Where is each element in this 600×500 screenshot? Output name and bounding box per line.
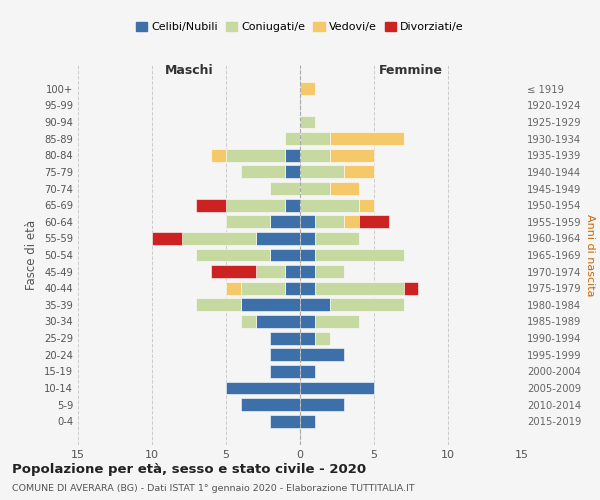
Bar bbox=[315, 265, 344, 278]
Bar bbox=[300, 382, 374, 394]
Bar bbox=[196, 198, 226, 211]
Bar bbox=[300, 332, 315, 344]
Bar bbox=[300, 298, 329, 312]
Bar bbox=[300, 265, 315, 278]
Bar bbox=[300, 248, 315, 262]
Bar bbox=[329, 298, 404, 312]
Bar bbox=[241, 166, 285, 178]
Y-axis label: Fasce di età: Fasce di età bbox=[25, 220, 38, 290]
Text: Popolazione per età, sesso e stato civile - 2020: Popolazione per età, sesso e stato civil… bbox=[12, 462, 366, 475]
Bar bbox=[315, 332, 329, 344]
Bar bbox=[329, 132, 404, 145]
Bar bbox=[271, 415, 300, 428]
Bar bbox=[300, 398, 344, 411]
Bar bbox=[256, 232, 300, 245]
Bar bbox=[182, 232, 256, 245]
Legend: Celibi/Nubili, Coniugati/e, Vedovi/e, Divorziati/e: Celibi/Nubili, Coniugati/e, Vedovi/e, Di… bbox=[132, 18, 468, 36]
Bar bbox=[300, 216, 315, 228]
Bar bbox=[226, 216, 271, 228]
Bar bbox=[300, 132, 329, 145]
Bar bbox=[300, 149, 329, 162]
Bar bbox=[300, 182, 329, 195]
Bar bbox=[271, 365, 300, 378]
Bar bbox=[211, 265, 256, 278]
Bar bbox=[359, 216, 389, 228]
Bar bbox=[329, 182, 359, 195]
Bar bbox=[300, 365, 315, 378]
Bar bbox=[300, 166, 344, 178]
Bar bbox=[315, 232, 359, 245]
Text: COMUNE DI AVERARA (BG) - Dati ISTAT 1° gennaio 2020 - Elaborazione TUTTITALIA.IT: COMUNE DI AVERARA (BG) - Dati ISTAT 1° g… bbox=[12, 484, 415, 493]
Y-axis label: Anni di nascita: Anni di nascita bbox=[586, 214, 595, 296]
Bar bbox=[271, 248, 300, 262]
Bar bbox=[285, 282, 300, 294]
Bar bbox=[300, 282, 315, 294]
Bar bbox=[344, 166, 374, 178]
Bar bbox=[344, 216, 359, 228]
Bar bbox=[315, 248, 404, 262]
Bar bbox=[300, 315, 315, 328]
Bar bbox=[271, 182, 300, 195]
Bar bbox=[226, 198, 285, 211]
Bar bbox=[241, 298, 300, 312]
Bar bbox=[315, 315, 359, 328]
Bar bbox=[285, 149, 300, 162]
Bar bbox=[196, 298, 241, 312]
Bar bbox=[315, 216, 344, 228]
Bar bbox=[300, 348, 344, 361]
Bar bbox=[359, 198, 374, 211]
Bar bbox=[300, 415, 315, 428]
Bar bbox=[271, 348, 300, 361]
Bar bbox=[285, 166, 300, 178]
Bar bbox=[152, 232, 182, 245]
Bar bbox=[404, 282, 418, 294]
Text: Femmine: Femmine bbox=[379, 64, 443, 77]
Bar bbox=[271, 332, 300, 344]
Bar bbox=[256, 315, 300, 328]
Bar bbox=[285, 198, 300, 211]
Bar bbox=[300, 82, 315, 95]
Bar bbox=[196, 248, 271, 262]
Bar bbox=[300, 116, 315, 128]
Text: Maschi: Maschi bbox=[164, 64, 214, 77]
Bar bbox=[211, 149, 226, 162]
Bar bbox=[271, 216, 300, 228]
Bar bbox=[329, 149, 374, 162]
Bar bbox=[285, 132, 300, 145]
Bar bbox=[226, 382, 300, 394]
Bar bbox=[241, 315, 256, 328]
Bar bbox=[285, 265, 300, 278]
Bar bbox=[241, 398, 300, 411]
Bar bbox=[226, 149, 285, 162]
Bar bbox=[315, 282, 404, 294]
Bar bbox=[256, 265, 285, 278]
Bar bbox=[300, 198, 359, 211]
Bar bbox=[226, 282, 241, 294]
Bar bbox=[241, 282, 285, 294]
Bar bbox=[300, 232, 315, 245]
